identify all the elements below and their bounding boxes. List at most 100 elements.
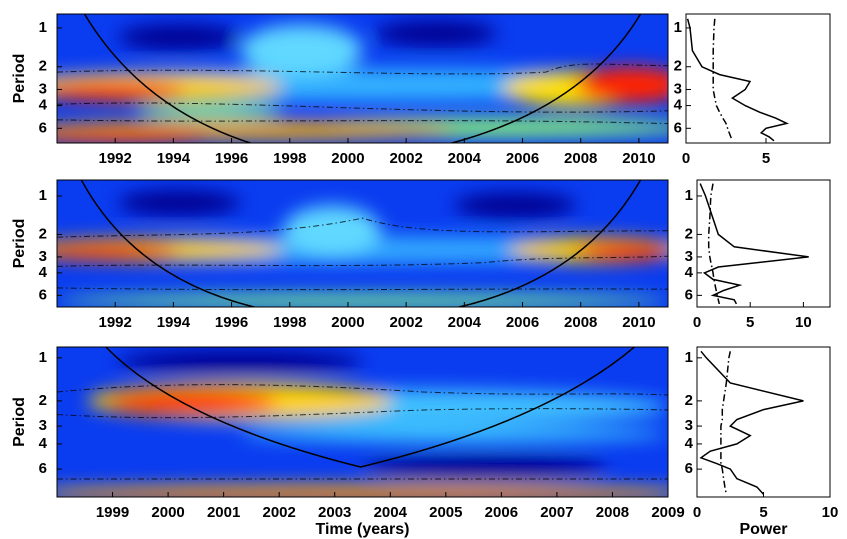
cone-of-influence xyxy=(80,180,258,307)
cone-of-influence xyxy=(455,180,642,307)
spectrum-x-tick-label: 5 xyxy=(762,150,770,167)
significance-contour xyxy=(57,287,668,291)
spectrum-x-tick-label: 5 xyxy=(759,504,767,521)
spectrum-y-tick-label: 4 xyxy=(685,264,694,281)
significance-contour xyxy=(57,102,668,113)
x-tick-label: 2005 xyxy=(429,504,462,521)
y-tick-label: 3 xyxy=(39,248,47,265)
spectrum-x-tick-label: 0 xyxy=(682,150,690,167)
x-tick-label: 1992 xyxy=(99,150,132,167)
y-tick-label: 6 xyxy=(39,119,47,136)
heatmap-blob xyxy=(105,390,277,415)
spectrum-y-tick-label: 2 xyxy=(674,58,682,75)
spectrum-y-tick-label: 1 xyxy=(685,349,693,366)
significance-contour xyxy=(57,384,668,396)
heatmap-blob xyxy=(57,492,668,497)
spectrum-x-tick-label: 10 xyxy=(795,314,812,331)
spectrum-x-tick-label: 0 xyxy=(693,504,701,521)
y-axis-label: Period xyxy=(11,219,28,269)
spectrum-x-tick-label: 5 xyxy=(746,314,754,331)
x-tick-label: 2002 xyxy=(389,314,422,331)
x-tick-label: 2004 xyxy=(448,150,482,167)
heatmap-frame xyxy=(56,346,669,498)
x-tick-label: 2009 xyxy=(651,504,684,521)
spectrum-line xyxy=(699,350,804,495)
y-tick-label: 6 xyxy=(39,460,47,477)
heatmap-blob xyxy=(240,426,668,442)
y-tick-label: 4 xyxy=(39,435,48,452)
spectrum-line xyxy=(720,351,732,495)
y-tick-label: 1 xyxy=(39,349,47,366)
spectrum-line xyxy=(699,183,809,305)
significance-contour xyxy=(57,408,668,419)
x-tick-label: 2004 xyxy=(448,314,482,331)
y-tick-label: 2 xyxy=(39,58,47,75)
x-tick-label: 1992 xyxy=(99,314,132,331)
heatmap-blob xyxy=(454,192,577,219)
spectrum-y-tick-label: 6 xyxy=(685,460,693,477)
heatmap-blob xyxy=(136,104,284,118)
cone-of-influence xyxy=(83,14,253,143)
x-tick-label: 1998 xyxy=(273,150,306,167)
x-tick-label: 2000 xyxy=(331,150,364,167)
x-tick-label: 2006 xyxy=(506,314,539,331)
y-tick-label: 1 xyxy=(39,19,47,36)
x-tick-label: 1998 xyxy=(273,314,306,331)
spectrum-x-tick-label: 10 xyxy=(822,504,839,521)
spectrum-frame xyxy=(685,13,831,144)
spectrum-y-tick-label: 4 xyxy=(674,97,683,114)
heatmap-blob xyxy=(57,130,210,143)
spectrum-y-tick-label: 2 xyxy=(685,225,693,242)
x-tick-label: 2004 xyxy=(374,504,408,521)
y-tick-label: 1 xyxy=(39,187,47,204)
y-tick-label: 3 xyxy=(39,80,47,97)
x-tick-label: 1994 xyxy=(157,314,191,331)
heatmap xyxy=(57,180,668,307)
heatmap-blob xyxy=(240,24,363,76)
heatmap xyxy=(57,347,668,497)
heatmap-blob xyxy=(576,66,668,104)
spectrum-line xyxy=(686,18,790,142)
spectrum-y-tick-label: 4 xyxy=(685,435,694,452)
heatmap xyxy=(57,14,668,143)
significance-contour xyxy=(57,119,668,125)
x-tick-label: 1996 xyxy=(215,150,248,167)
x-tick-label: 2000 xyxy=(331,314,364,331)
x-tick-label: 2010 xyxy=(622,314,655,331)
heatmap-blob xyxy=(283,205,381,257)
heatmap-blob xyxy=(57,82,186,101)
heatmap-frame xyxy=(56,179,669,308)
y-tick-label: 4 xyxy=(39,97,48,114)
x-tick-label: 1999 xyxy=(96,504,129,521)
spectrum-frame xyxy=(696,179,831,308)
y-tick-label: 3 xyxy=(39,417,47,434)
spectrum-y-tick-label: 2 xyxy=(685,392,693,409)
spectrum-y-tick-label: 6 xyxy=(685,286,693,303)
x-tick-label: 2002 xyxy=(389,150,422,167)
x-tick-label: 1996 xyxy=(215,314,248,331)
heatmap-blob xyxy=(118,350,363,374)
x-tick-label: 2008 xyxy=(564,150,597,167)
spectrum-y-tick-label: 6 xyxy=(674,119,682,136)
heatmap-blobs xyxy=(57,20,668,143)
x-tick-label: 2002 xyxy=(262,504,295,521)
x-tick-label: 2008 xyxy=(596,504,629,521)
y-tick-label: 6 xyxy=(39,286,47,303)
y-tick-label: 4 xyxy=(39,264,48,281)
spectrum-y-tick-label: 3 xyxy=(674,80,682,97)
heatmap-blob xyxy=(374,20,497,47)
x-tick-label: 2007 xyxy=(540,504,573,521)
x-tick-label: 2003 xyxy=(318,504,351,521)
y-axis-label: Period xyxy=(11,397,28,447)
x-tick-label: 2006 xyxy=(485,504,518,521)
x-tick-label: 2010 xyxy=(622,150,655,167)
heatmap-blobs xyxy=(57,190,668,307)
heatmap-blob xyxy=(57,294,668,307)
spectrum-y-tick-label: 1 xyxy=(685,187,693,204)
heatmap-frame xyxy=(56,13,669,144)
heatmap-blob xyxy=(118,24,241,51)
x-tick-label: 1994 xyxy=(157,150,191,167)
heatmap-blob xyxy=(118,190,241,216)
spectrum-x-axis-label: Power xyxy=(739,521,787,538)
